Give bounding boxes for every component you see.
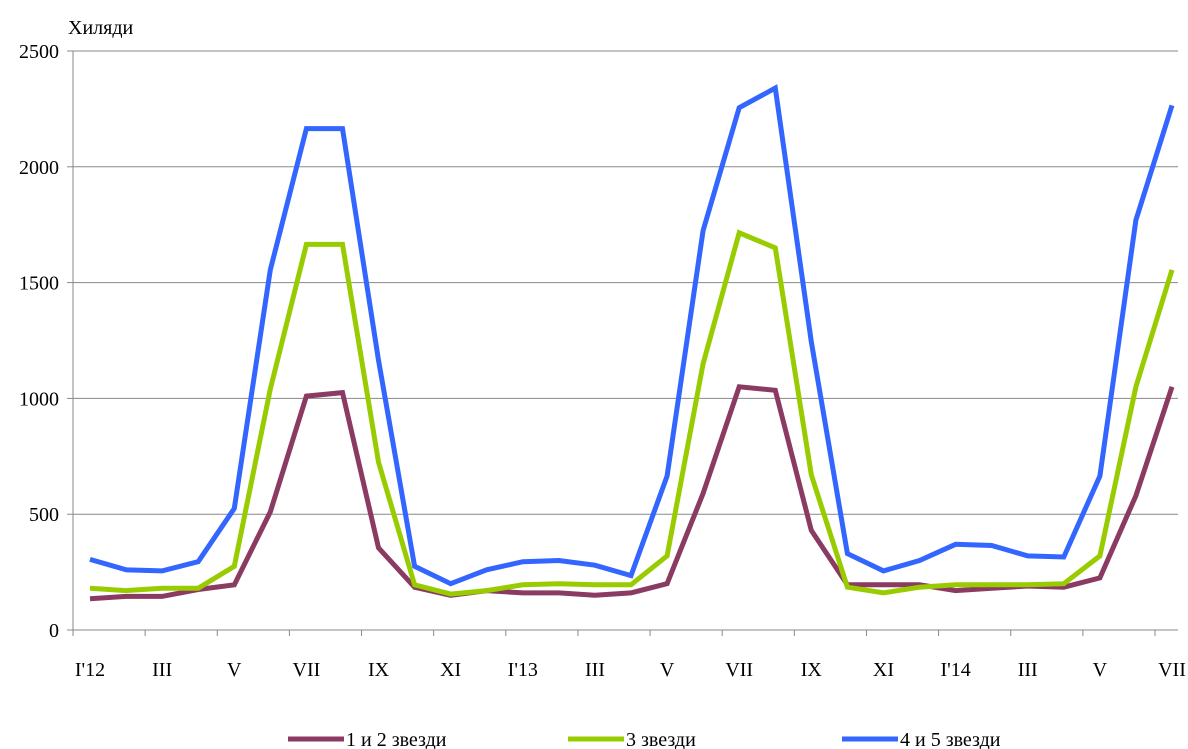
x-tick-label: V bbox=[1093, 659, 1108, 681]
tick-labels: 0 500 1000 1500 2000 2500 I'12 III V VII IX XI I'13 I… bbox=[19, 41, 1186, 681]
x-tick-label: III bbox=[152, 659, 172, 681]
x-tick-label: V bbox=[660, 659, 675, 681]
legend-label: 3 звезди bbox=[626, 729, 696, 749]
series-line-3 bbox=[89, 84, 1175, 587]
legend: 1 и 2 звезди 3 звезди 4 и 5 звезди bbox=[288, 729, 1001, 749]
series-lines bbox=[89, 84, 1175, 602]
x-tick-label: I'12 bbox=[75, 659, 105, 681]
x-tick-label: V bbox=[227, 659, 242, 681]
y-tick-label: 0 bbox=[49, 620, 59, 642]
x-tick-label: IX bbox=[801, 659, 823, 681]
x-tick-label: I'14 bbox=[940, 659, 970, 681]
series-line-1 bbox=[89, 384, 1175, 602]
y-axis-label: Хиляди bbox=[68, 17, 134, 39]
gridlines bbox=[73, 50, 1178, 515]
x-tick-label: III bbox=[585, 659, 605, 681]
legend-label: 1 и 2 звезди bbox=[346, 729, 447, 749]
x-tick-label: XI bbox=[440, 659, 461, 681]
x-tick-label: IX bbox=[368, 659, 390, 681]
x-tick-label: I'13 bbox=[508, 659, 538, 681]
y-tick-label: 2000 bbox=[19, 157, 59, 179]
x-tick-label: XI bbox=[873, 659, 894, 681]
y-tick-label: 2500 bbox=[19, 41, 59, 63]
x-tick-label: VII bbox=[293, 659, 321, 681]
x-tick-label: VII bbox=[1158, 659, 1186, 681]
legend-label: 4 и 5 звезди bbox=[900, 729, 1001, 749]
axes bbox=[67, 50, 1178, 636]
x-tick-label: III bbox=[1018, 659, 1038, 681]
y-tick-label: 1500 bbox=[19, 273, 59, 295]
x-tick-label: VII bbox=[725, 659, 753, 681]
y-tick-label: 500 bbox=[29, 504, 59, 526]
series-line-2 bbox=[89, 229, 1175, 597]
y-tick-label: 1000 bbox=[19, 388, 59, 410]
